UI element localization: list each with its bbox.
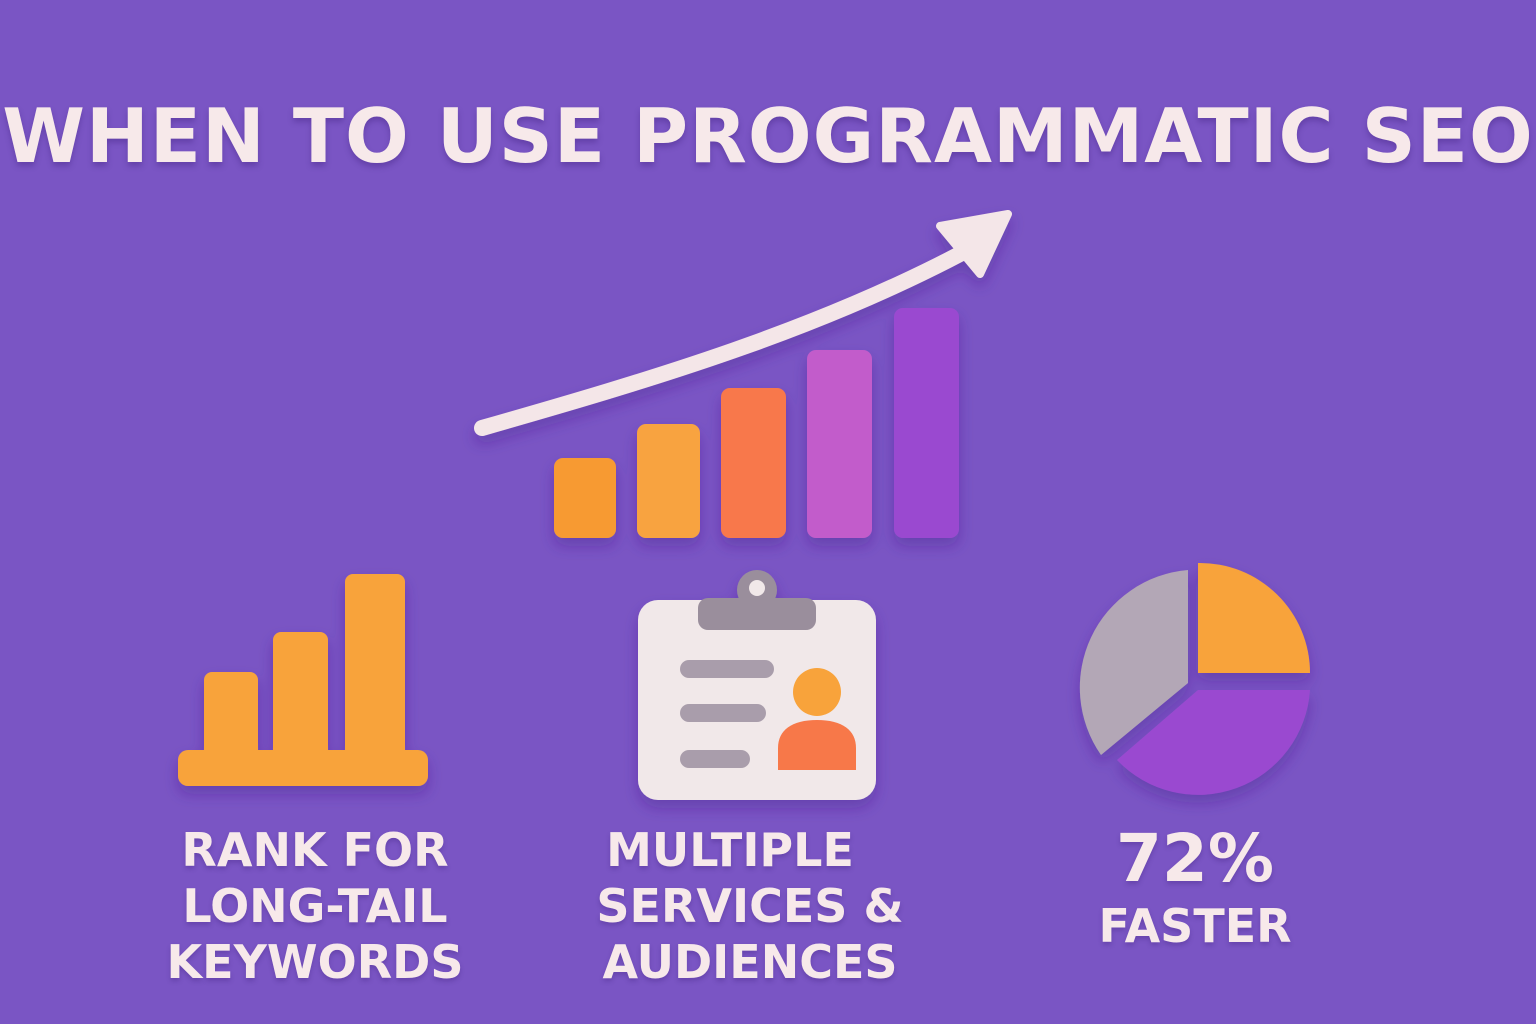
feature-stat-faster: 72% FASTER [1060,820,1330,954]
text-line-1 [680,660,774,678]
text-line-3 [680,750,750,768]
hero-bar-2 [637,424,700,538]
feature-label-line: AUDIENCES [602,935,898,989]
bar-chart-baseline [178,750,428,786]
pie-slice-purple [1117,690,1310,795]
clipboard-profile-icon [638,570,876,800]
pie-chart-icon [1079,562,1310,795]
feature-label-line: MULTIPLE [606,823,854,877]
profile-head [793,668,841,716]
bar-chart-bar-2 [273,632,328,760]
hero-growth-chart-icon [474,210,1012,538]
pie-slice-orange [1198,562,1310,673]
clipboard-clip [698,598,816,630]
profile-body [778,720,856,770]
arrow-head-icon [936,210,1012,278]
feature-label-line: KEYWORDS [166,935,464,989]
stat-caption: FASTER [1098,899,1292,953]
hero-bar-3 [721,388,786,538]
page-title: WHEN TO USE PROGRAMMATIC SEO [2,92,1534,180]
feature-label-services: MULTIPLE SERVICES & AUDIENCES [580,822,920,990]
hero-bar-5 [894,308,959,538]
feature-label-line: LONG-TAIL [182,879,448,933]
hero-bar-4 [807,350,872,538]
bar-chart-bar-1 [204,672,258,760]
feature-label-line: RANK FOR [181,823,449,877]
text-line-2 [680,704,766,722]
feature-label-long-tail: RANK FOR LONG-TAIL KEYWORDS [150,822,480,990]
bar-chart-bar-3 [345,574,405,760]
pie-slice-gray [1079,570,1188,755]
feature-label-line: SERVICES & [596,879,904,933]
bar-chart-icon [178,574,428,786]
growth-arrow-icon [474,238,983,436]
stat-percentage: 72% [1116,820,1274,897]
hero-bar-1 [554,458,616,538]
